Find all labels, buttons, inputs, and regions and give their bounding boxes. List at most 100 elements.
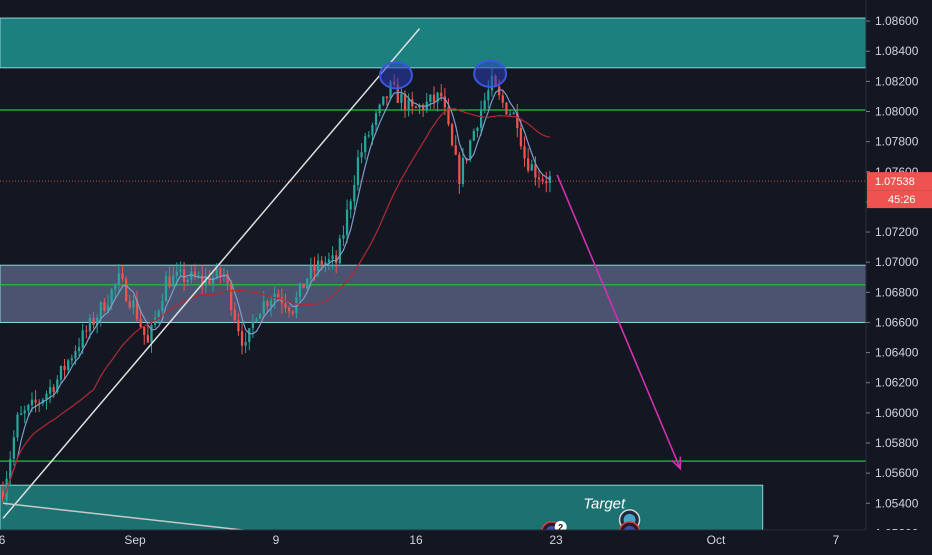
price-tick-label: 1.08400 [875, 44, 919, 58]
candle-body [52, 387, 55, 392]
candle-body [324, 262, 327, 265]
candle-body [230, 283, 233, 310]
candle-body [168, 276, 171, 287]
candle-body [30, 399, 34, 406]
candle-body [193, 271, 197, 277]
candle-body [34, 399, 37, 403]
candle-body [139, 319, 142, 328]
projection-arrow-shaft [556, 174, 682, 469]
candle-body [364, 135, 367, 153]
candle-body [186, 279, 189, 282]
candle-body [327, 259, 331, 263]
time-tick-label: Oct [707, 533, 726, 547]
candle-body [85, 330, 88, 332]
candle-body [211, 277, 215, 284]
candle-body [190, 271, 193, 280]
second-top-circle [473, 59, 508, 88]
range-zone [0, 264, 867, 323]
candle-body [99, 302, 102, 318]
candle-body [371, 124, 374, 136]
candle-body [414, 106, 418, 108]
candle-body [226, 273, 229, 284]
candle-body [429, 94, 432, 102]
candle-body [537, 177, 541, 180]
candle-body [443, 96, 446, 108]
candle-body [523, 146, 526, 159]
price-tick-label: 1.06400 [875, 346, 919, 360]
candle-body [146, 335, 149, 343]
candle-body [530, 164, 533, 171]
candle-body [240, 331, 244, 346]
candle-body [527, 158, 530, 171]
candle-body [342, 234, 345, 239]
candle-body [284, 303, 287, 308]
candle-body [534, 164, 537, 178]
candle-body [440, 92, 443, 97]
candle-body [143, 327, 146, 336]
event-marker-1-count: 2 [558, 522, 563, 532]
candle-body [469, 140, 472, 159]
uptrend-line [2, 28, 421, 519]
candle-body [519, 128, 523, 147]
candle-body [338, 238, 341, 264]
candle-body [316, 260, 320, 271]
candle-body [103, 302, 106, 312]
price-tick-label: 1.06600 [875, 315, 919, 329]
candle-body [92, 318, 95, 325]
candle-body [74, 351, 77, 359]
candle-body [88, 318, 92, 332]
candle-body [161, 301, 164, 312]
candle-body [450, 124, 454, 146]
candle-body [215, 268, 218, 278]
candle-body [545, 181, 548, 184]
candle-body [255, 318, 258, 322]
candle-body [291, 311, 294, 314]
candle-body [27, 405, 30, 411]
candle-body [360, 152, 363, 158]
candle-body [222, 273, 226, 277]
candle-body [237, 320, 240, 332]
price-tick-label: 1.05400 [875, 496, 919, 510]
candle-body [353, 184, 356, 202]
candle-body [476, 127, 479, 131]
candle-body [81, 330, 84, 348]
candle-body [153, 317, 157, 325]
countdown-tag [867, 190, 932, 209]
candle-body [244, 342, 247, 346]
candle-body [273, 293, 276, 301]
candle-body [233, 309, 236, 321]
candle-body [117, 273, 121, 285]
candle-body [19, 413, 23, 415]
candle-body [403, 93, 407, 111]
candle-body [59, 366, 63, 380]
last-price-label: 1.07538 [875, 176, 915, 188]
candle-body [548, 176, 552, 184]
lines-layer [0, 109, 866, 462]
time-tick-label: Sep [124, 533, 146, 547]
time-tick-label: 7 [833, 533, 840, 547]
last-price-tag [867, 172, 932, 191]
candle-body [208, 276, 211, 284]
candle-body [56, 379, 59, 392]
candle-body [128, 301, 131, 308]
time-axis-panel [0, 530, 932, 550]
candle-body [461, 158, 465, 184]
candle-body [125, 278, 128, 302]
candle-body [313, 265, 316, 271]
candle-body [385, 96, 389, 99]
candle-body [67, 360, 70, 370]
candle-body [77, 347, 81, 352]
candle-body [374, 113, 378, 125]
candle-body [164, 276, 168, 302]
candle-body [70, 358, 73, 361]
candle-body [287, 307, 291, 312]
candle-body [356, 157, 360, 185]
time-tick-label: 6 [0, 533, 6, 547]
candle-body [465, 158, 468, 160]
countdown-label: 45:26 [888, 194, 916, 206]
candle-body [378, 104, 381, 114]
supply-zone [0, 17, 867, 69]
